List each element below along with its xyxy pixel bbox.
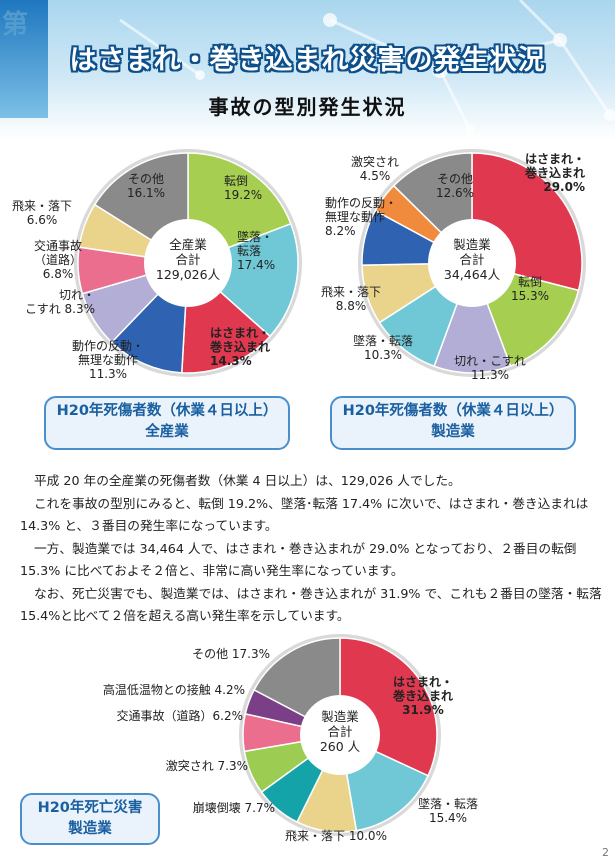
caption-fatal: H20年死亡災害 製造業: [20, 793, 160, 845]
slice-label: 6.6%: [27, 213, 58, 227]
paragraph: 一方、製造業では 34,464 人で、はさまれ・巻き込まれが 29.0% となっ…: [20, 540, 577, 579]
slice-label: 高温低温物との接触 4.2%: [103, 682, 245, 697]
slice-label: 動作の反動・: [72, 339, 144, 353]
body-text: 平成 20 年の全産業の死傷者数（休業 4 日以上）は、129,026 人でした…: [20, 470, 610, 628]
pie-center-label: 製造業: [453, 237, 491, 252]
pie-center-label: 製造業: [321, 709, 359, 724]
slice-label: 転落: [237, 244, 261, 258]
caption-manufacturing: H20年死傷者数（休業４日以上） 製造業: [330, 396, 576, 450]
slice-label: 切れ・: [59, 288, 95, 302]
caption-line: H20年死亡災害: [37, 800, 143, 816]
slice-label: 8.2%: [325, 224, 356, 238]
slice-label: はさまれ・: [393, 675, 453, 689]
pie-center-label: 合計: [327, 724, 352, 739]
slice-label: 飛来・落下 10.0%: [285, 829, 387, 843]
chapter-tag: [0, 0, 48, 118]
slice-label: その他: [128, 172, 164, 186]
slice-label: 崩壊倒壊 7.7%: [193, 801, 275, 815]
caption-all-industries: H20年死傷者数（休業４日以上） 全産業: [44, 396, 290, 450]
page-title: はさまれ・巻き込まれ災害の発生状況: [69, 45, 546, 76]
slice-label: 墜落・転落: [353, 333, 413, 348]
page-subtitle: 事故の型別発生状況: [208, 95, 407, 119]
slice-label: 12.6%: [436, 186, 474, 200]
slice-label: 6.8%: [43, 267, 74, 281]
paragraph: 平成 20 年の全産業の死傷者数（休業 4 日以上）は、129,026 人でした…: [33, 473, 461, 488]
slice-label: 29.0%: [543, 180, 585, 194]
slice-label: 15.4%: [429, 811, 467, 825]
slice-label: 4.5%: [360, 169, 391, 183]
slice-label: 8.8%: [336, 299, 367, 313]
slice-label: こすれ 8.3%: [25, 302, 95, 316]
pie-center-label: 合計: [175, 252, 200, 267]
slice-label: 激突され 7.3%: [166, 758, 248, 773]
pie-center-label: 全産業: [169, 237, 207, 252]
slice-label: 飛来・落下: [12, 199, 72, 213]
pie-slice: [186, 222, 299, 338]
slice-label: 31.9%: [402, 703, 444, 717]
slice-label: 巻き込まれ: [524, 165, 585, 180]
slice-label: 19.2%: [224, 188, 262, 202]
slice-label: 墜落・転落: [418, 796, 478, 811]
slice-label: 切れ・こすれ: [454, 354, 526, 368]
slice-label: 転倒: [224, 174, 248, 188]
slice-label: 激突され: [351, 154, 399, 169]
paragraph: これを事故の型別にみると、転倒 19.2%、墜落･転落 17.4% に次いで、は…: [20, 495, 589, 534]
caption-line: H20年死傷者数（休業４日以上）: [56, 403, 278, 419]
slice-label: 11.3%: [89, 367, 127, 381]
slice-label: はさまれ・: [525, 152, 585, 166]
pie-center-label: 260 人: [320, 739, 361, 754]
slice-label: 転倒: [518, 275, 542, 289]
slice-label: 巻き込まれ: [392, 688, 453, 703]
slice-label: 14.3%: [210, 354, 252, 368]
pie-center: [144, 219, 232, 307]
pie-center: [300, 695, 380, 775]
slice-label: 10.3%: [364, 348, 402, 362]
slice-label: 15.3%: [511, 289, 549, 303]
pie-center-label: 34,464人: [444, 267, 501, 282]
slice-label: 17.4%: [237, 258, 275, 272]
slice-label: 飛来・落下: [321, 285, 381, 299]
slice-label: 16.1%: [127, 186, 165, 200]
caption-line: 製造業: [68, 821, 112, 837]
network-decoration: [119, 0, 615, 135]
slice-label: 無理な動作: [325, 209, 385, 224]
page-number: 2: [602, 846, 609, 859]
slice-label: 墜落・: [237, 229, 273, 244]
caption-line: H20年死傷者数（休業４日以上）: [342, 403, 564, 419]
slice-label: 11.3%: [471, 368, 509, 382]
pie-center-label: 合計: [459, 252, 484, 267]
slice-label: （道路）: [34, 252, 82, 267]
chapter-label: 第: [2, 10, 29, 40]
slice-label: はさまれ・: [210, 326, 270, 340]
pie-center-label: 129,026人: [156, 267, 221, 282]
slice-label: 交通事故: [34, 238, 82, 253]
paragraph: なお、死亡災害でも、製造業では、はさまれ・巻き込まれが 31.9% で、これも２…: [20, 585, 602, 624]
caption-line: 製造業: [431, 424, 475, 440]
slice-label: 動作の反動・: [325, 196, 397, 210]
pie-center: [428, 219, 516, 307]
slice-label: その他 17.3%: [192, 647, 270, 661]
pie-slice: [433, 260, 512, 374]
slice-label: 交通事故（道路）6.2%: [117, 708, 244, 723]
caption-line: 全産業: [145, 424, 189, 440]
slice-label: 巻き込まれ: [209, 339, 270, 354]
slice-label: その他: [437, 172, 473, 186]
header-banner: 第 はさまれ・巻き込まれ災害の発生状況 事故の型別発生状況: [0, 0, 615, 140]
slice-label: 無理な動作: [78, 352, 138, 367]
